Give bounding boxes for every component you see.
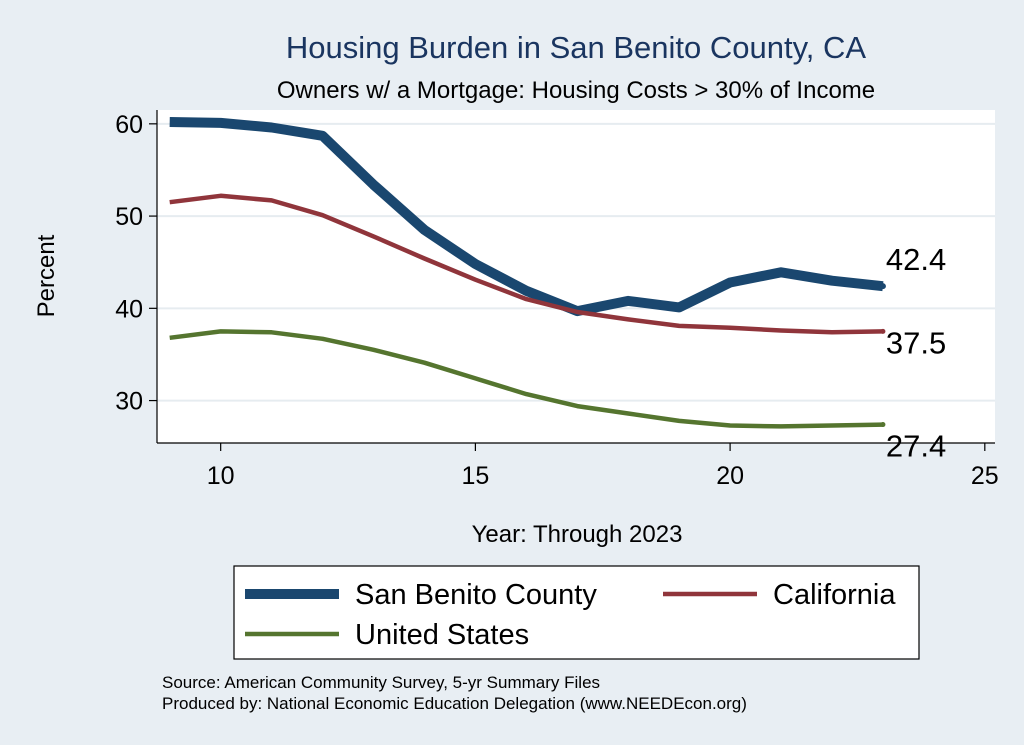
end-labels: 42.4 37.5 27.4: [879, 242, 946, 464]
source-note: Source: American Community Survey, 5-yr …: [162, 673, 600, 692]
series-line-california: [169, 193, 883, 335]
series-line-united-states: [169, 329, 883, 429]
legend: San Benito County California United States: [245, 579, 896, 651]
x-axis-label: Year: Through 2023: [472, 521, 683, 548]
end-label-california: 37.5: [886, 325, 946, 360]
legend-label-united-states: United States: [355, 619, 529, 651]
y-tick-label-60: 60: [115, 111, 143, 139]
y-tick-label-40: 40: [115, 295, 143, 323]
end-label-san-benito-county: 42.4: [886, 242, 946, 277]
chart-subtitle: Owners w/ a Mortgage: Housing Costs > 30…: [277, 77, 875, 104]
x-tick-label-10: 10: [207, 462, 235, 490]
legend-box: [233, 565, 920, 660]
x-tick-label-20: 20: [716, 462, 744, 490]
y-tick-label-30: 30: [115, 388, 143, 416]
y-tick-label-50: 50: [115, 203, 143, 231]
x-tick-label-25: 25: [971, 462, 999, 490]
plot-area: [157, 110, 995, 443]
x-tick-label-15: 15: [461, 462, 489, 490]
chart-title: Housing Burden in San Benito County, CA: [286, 30, 866, 65]
y-axis-label: Percent: [33, 234, 60, 317]
producer-note: Produced by: National Economic Education…: [162, 694, 747, 713]
series-lines: [169, 117, 884, 429]
end-point-california: [880, 328, 886, 334]
end-point-united-states: [880, 422, 886, 428]
end-point-san-benito-county: [879, 283, 886, 290]
legend-label-california: California: [773, 579, 896, 611]
axes: 30 40 50 60 10 15 20 25: [115, 110, 999, 490]
series-line-san-benito-county: [169, 117, 884, 317]
end-label-united-states: 27.4: [886, 429, 946, 464]
legend-label-san-benito-county: San Benito County: [355, 579, 597, 611]
